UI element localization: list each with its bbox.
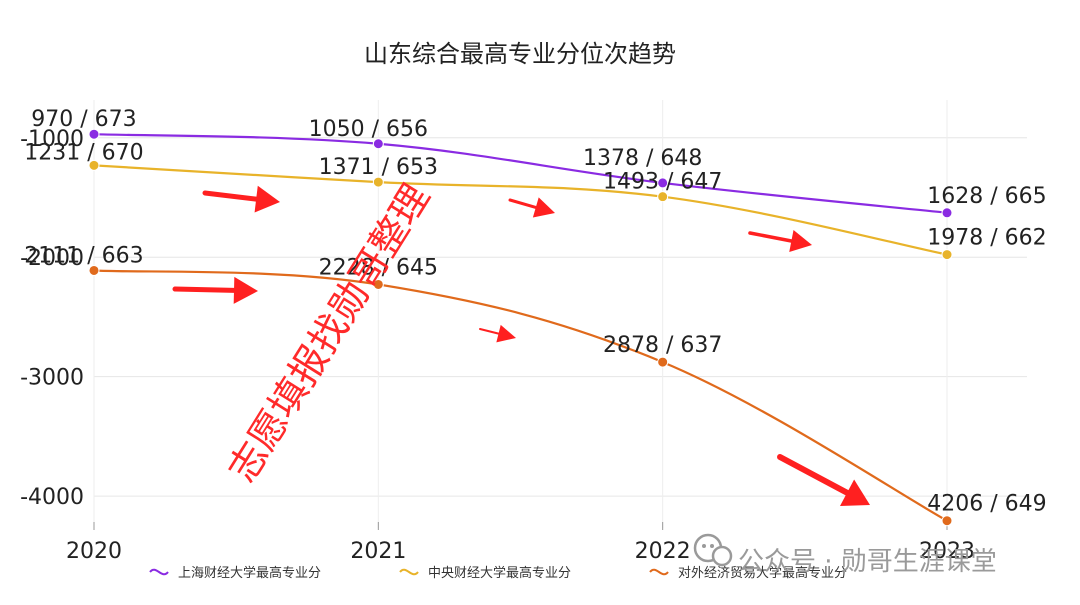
data-point	[88, 128, 100, 140]
annotation-arrow	[748, 231, 794, 243]
legend-label: 上海财经大学最高专业分	[178, 565, 321, 581]
data-label: 2111 / 663	[24, 243, 143, 268]
legend-item: 上海财经大学最高专业分	[149, 565, 321, 581]
y-tick-label: -3000	[20, 366, 84, 391]
data-point	[88, 264, 100, 276]
watermark: 志愿填报找勋哥整理	[220, 176, 439, 489]
data-label: 1231 / 670	[24, 140, 143, 165]
data-label: 1978 / 662	[927, 226, 1046, 251]
data-point	[657, 191, 669, 203]
series-line	[93, 164, 948, 256]
data-label: 1050 / 656	[309, 117, 428, 142]
y-tick-label: -2000	[20, 246, 84, 271]
legend-swatch	[649, 568, 669, 576]
data-label: 1378 / 648	[583, 146, 702, 171]
grid-layer	[93, 100, 1027, 528]
x-tick-label: 2022	[635, 539, 691, 564]
data-label: 970 / 673	[31, 107, 136, 132]
data-point	[372, 278, 384, 290]
annotation-arrows	[172, 185, 870, 506]
data-label: 1371 / 653	[319, 155, 438, 180]
legend-label: 对外经济贸易大学最高专业分	[678, 565, 847, 581]
chart-title: 山东综合最高专业分位次趋势	[364, 40, 676, 68]
legend-swatch	[399, 568, 419, 576]
data-point	[941, 515, 953, 527]
data-label: 2228 / 645	[319, 255, 438, 280]
annotation-arrow	[479, 328, 500, 335]
y-tick-label: -4000	[20, 485, 84, 510]
watermark-text: 志愿填报找勋哥整理	[220, 176, 439, 489]
legend: 上海财经大学最高专业分 中央财经大学最高专业分 对外经济贸易大学最高专业分	[149, 565, 847, 581]
data-point	[941, 207, 953, 219]
legend-label: 中央财经大学最高专业分	[428, 565, 571, 581]
annotation-arrowhead	[789, 229, 812, 253]
data-point	[372, 138, 384, 150]
annotation-arrowhead	[532, 197, 555, 218]
annotation-arrowhead	[840, 479, 870, 506]
data-point	[657, 356, 669, 368]
footer-watermark: 公众号 · 勋哥生涯课堂	[693, 533, 997, 577]
data-labels: 970 / 673 1050 / 656 1378 / 648 1628 / 665 1…	[24, 107, 1046, 517]
y-axis: -1000 -2000 -3000 -4000	[20, 127, 84, 510]
annotation-arrow	[508, 198, 538, 209]
x-tick-label: 2023	[919, 539, 975, 564]
series-layer	[88, 128, 953, 527]
data-label: 2878 / 637	[603, 333, 722, 358]
footer-text: 公众号 · 勋哥生涯课堂	[738, 547, 997, 577]
series-line	[93, 133, 948, 214]
annotation-arrowhead	[233, 276, 258, 304]
annotation-arrow	[777, 454, 851, 496]
data-point	[941, 249, 953, 261]
annotation-arrowhead	[496, 324, 516, 343]
legend-swatch	[149, 568, 169, 576]
data-label: 1493 / 647	[603, 170, 722, 195]
legend-item: 对外经济贸易大学最高专业分	[649, 565, 847, 581]
x-tick-label: 2021	[350, 539, 406, 564]
data-label: 1628 / 665	[927, 184, 1046, 209]
annotation-arrow	[202, 190, 259, 202]
data-point	[372, 176, 384, 188]
legend-item: 中央财经大学最高专业分	[399, 565, 571, 581]
data-point	[657, 177, 669, 189]
annotation-arrowhead	[254, 185, 280, 213]
data-point	[88, 159, 100, 171]
y-tick-label: -1000	[20, 127, 84, 152]
x-tick-label: 2020	[66, 539, 122, 564]
wechat-icon	[693, 533, 733, 567]
x-axis: 2020 2021 2022 2023	[66, 522, 975, 564]
data-label: 4206 / 649	[927, 492, 1046, 517]
series-line	[93, 269, 948, 522]
annotation-arrow	[172, 286, 237, 293]
